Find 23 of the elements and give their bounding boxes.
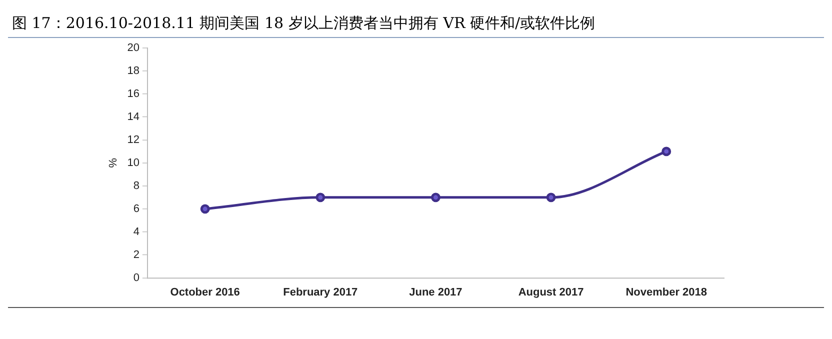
y-tick-label: 12	[127, 134, 140, 146]
chart-title: 图 17：2016.10-2018.11 期间美国 18 岁以上消费者当中拥有 VR 硬件和/或软件比例	[8, 8, 824, 38]
point	[430, 192, 440, 202]
x-tick-label: June 2017	[409, 286, 462, 298]
y-tick-label: 8	[133, 180, 140, 192]
x-tick-label: October 2016	[170, 286, 240, 298]
y-tick-label: 10	[127, 156, 140, 169]
y-tick-label: 4	[133, 226, 140, 238]
point	[316, 192, 326, 202]
y-axis-title: %	[108, 158, 120, 168]
point	[662, 146, 672, 156]
point	[546, 192, 556, 202]
y-tick-label: 14	[127, 110, 140, 123]
x-tick-label: November 2018	[626, 286, 707, 298]
y-tick-label: 16	[127, 88, 140, 100]
y-tick-label: 0	[133, 272, 140, 284]
y-tick-label: 18	[127, 64, 140, 77]
y-tick-label: 6	[133, 202, 140, 215]
y-tick-label: 20	[127, 42, 140, 54]
x-tick-label: February 2017	[283, 286, 358, 298]
point	[200, 204, 210, 214]
y-tick-label: 2	[133, 248, 140, 261]
x-tick-label: August 2017	[518, 286, 584, 298]
